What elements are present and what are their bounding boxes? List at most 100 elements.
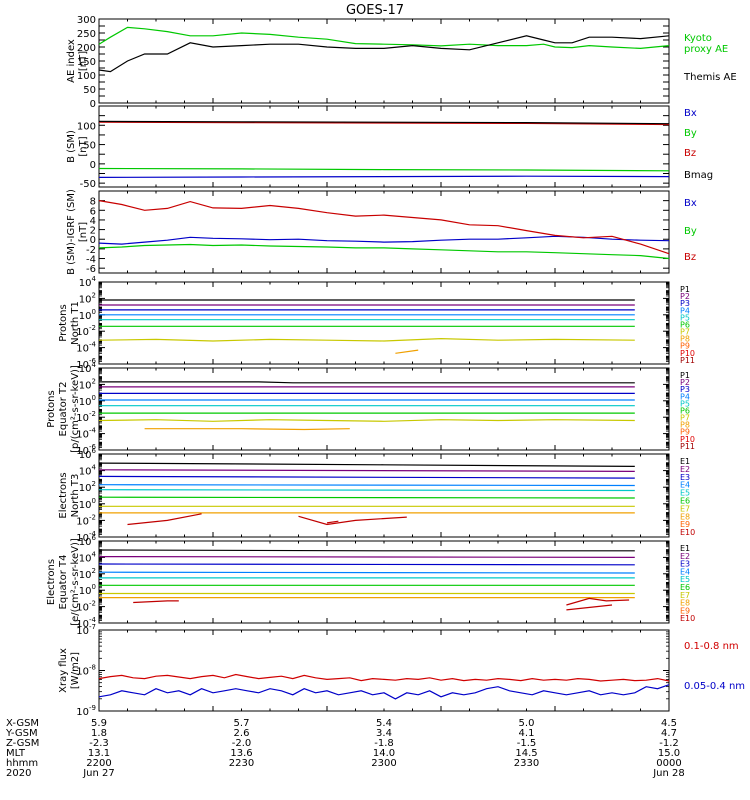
y-tick-label: -50 bbox=[80, 179, 96, 190]
axis-row-value: 5.4 bbox=[376, 718, 392, 729]
series-line-e3 bbox=[98, 563, 635, 566]
axis-row-value: Jun 27 bbox=[82, 768, 115, 779]
y-axis-title: [e/(cm²-s-sr-keV)] bbox=[70, 538, 81, 626]
series-line-themis-ae bbox=[98, 35, 670, 73]
legend-label: P4 bbox=[680, 306, 690, 315]
legend-label: proxy AE bbox=[684, 44, 728, 55]
axis-row-value: 3.4 bbox=[376, 728, 392, 739]
legend-label: Themis AE bbox=[683, 72, 737, 83]
y-axis-title: Protons bbox=[46, 390, 57, 427]
axis-row-label: 2020 bbox=[6, 768, 31, 779]
y-tick-label: 104 bbox=[79, 361, 97, 375]
y-tick-label: 300 bbox=[77, 15, 96, 26]
legend-label: E2 bbox=[680, 552, 690, 561]
series-line-bx bbox=[98, 175, 670, 178]
legend-label: P2 bbox=[680, 378, 690, 387]
series-line-by bbox=[98, 167, 670, 172]
axis-row-value: 2300 bbox=[371, 758, 396, 769]
series-line-e4 bbox=[98, 571, 635, 574]
legend-label: E9 bbox=[680, 606, 690, 615]
panel-ae: 0 50 100 150 200 250 300 AE index [nT] Kyotoproxy… bbox=[66, 15, 737, 110]
series-segment bbox=[326, 520, 339, 524]
axis-row-value: 13.1 bbox=[88, 748, 110, 759]
panel-frame bbox=[98, 18, 670, 104]
legend-label: Bz bbox=[684, 148, 696, 159]
legend-label: E3 bbox=[680, 473, 690, 482]
legend-label: E6 bbox=[680, 497, 690, 506]
y-tick-label: 104 bbox=[79, 550, 97, 564]
legend-label: Bx bbox=[684, 108, 697, 119]
y-tick-label: -2 bbox=[86, 245, 96, 256]
legend-label: E1 bbox=[680, 544, 690, 553]
legend-label: E5 bbox=[680, 489, 690, 498]
axis-row-value: 13.6 bbox=[230, 748, 252, 759]
axis-row-value: 4.5 bbox=[661, 718, 677, 729]
y-tick-label: 150 bbox=[77, 57, 96, 68]
legend-label: P9 bbox=[680, 342, 690, 351]
legend-label: Kyoto bbox=[684, 33, 712, 44]
y-tick-label: 250 bbox=[77, 29, 96, 40]
series-line-p7 bbox=[98, 337, 635, 342]
legend-label: E4 bbox=[680, 567, 690, 576]
y-tick-label: -4 bbox=[86, 255, 96, 266]
series-line-p1 bbox=[99, 381, 635, 384]
axis-row-label: hhmm bbox=[6, 758, 38, 769]
series-line-p8 bbox=[144, 428, 350, 431]
panel-frame bbox=[98, 105, 670, 188]
legend-label: P7 bbox=[680, 328, 690, 337]
y-axis-title: B (SM)-IGRF (SM) bbox=[66, 189, 77, 275]
axis-row-value: 2330 bbox=[514, 758, 539, 769]
legend-label: P8 bbox=[680, 335, 690, 344]
y-tick-label: 200 bbox=[77, 43, 96, 54]
legend-label: P9 bbox=[680, 428, 690, 437]
y-axis-title: B (SM) bbox=[66, 130, 77, 163]
y-tick-label: 0 bbox=[90, 99, 96, 110]
axis-row-label: X-GSM bbox=[6, 718, 39, 729]
axis-row-value: 5.7 bbox=[234, 718, 250, 729]
y-tick-label: 8 bbox=[90, 197, 96, 208]
axis-row-value: -1.5 bbox=[517, 738, 537, 749]
legend-label: P1 bbox=[680, 371, 690, 380]
series-line-bz bbox=[98, 121, 670, 126]
axis-row-value: 14.5 bbox=[515, 748, 537, 759]
legend-label: E5 bbox=[680, 575, 690, 584]
figure-title: GOES-17 bbox=[346, 3, 404, 18]
y-tick-label: 2 bbox=[90, 226, 96, 237]
axis-row-value: -1.8 bbox=[374, 738, 394, 749]
series-line-e2 bbox=[98, 469, 635, 472]
y-tick-label: 102 bbox=[79, 377, 96, 391]
legend-label: P8 bbox=[680, 421, 690, 430]
legend-label: E6 bbox=[680, 583, 690, 592]
y-tick-label: 102 bbox=[79, 567, 96, 581]
axis-row-value: 4.7 bbox=[661, 728, 677, 739]
y-axis-title: Equator T2 bbox=[58, 382, 69, 437]
legend-label: E7 bbox=[680, 591, 690, 600]
y-axis-title: [p/(cm²-s-sr-keV)] bbox=[70, 365, 81, 453]
series-line-p7 bbox=[98, 419, 635, 422]
panel-frame bbox=[98, 367, 670, 451]
legend-label: E10 bbox=[680, 528, 695, 537]
legend-label: 0.05-0.4 nm bbox=[684, 681, 745, 692]
series-line-bmag bbox=[98, 120, 670, 125]
axis-row-value: 0000 bbox=[656, 758, 681, 769]
panel-frame bbox=[98, 281, 670, 365]
legend-label: By bbox=[684, 128, 697, 139]
legend-label: P7 bbox=[680, 414, 690, 423]
legend-label: P11 bbox=[680, 356, 695, 365]
legend-label: Bx bbox=[684, 198, 697, 209]
y-tick-label: 100 bbox=[77, 121, 96, 132]
legend-label: E10 bbox=[680, 614, 695, 623]
series-line-e6 bbox=[98, 496, 635, 499]
legend-label: E7 bbox=[680, 504, 690, 513]
axis-row-value: 15.0 bbox=[658, 748, 680, 759]
y-tick-label: 100 bbox=[79, 308, 96, 322]
series-segment bbox=[298, 515, 407, 526]
y-tick-label: -6 bbox=[86, 264, 96, 275]
series-line-e10 bbox=[127, 513, 202, 526]
series-line-kyoto-proxy-ae bbox=[98, 26, 670, 50]
axis-row-label: Z-GSM bbox=[6, 738, 39, 749]
y-tick-label: 50 bbox=[83, 141, 96, 152]
y-axis-title: AE index bbox=[66, 39, 77, 83]
